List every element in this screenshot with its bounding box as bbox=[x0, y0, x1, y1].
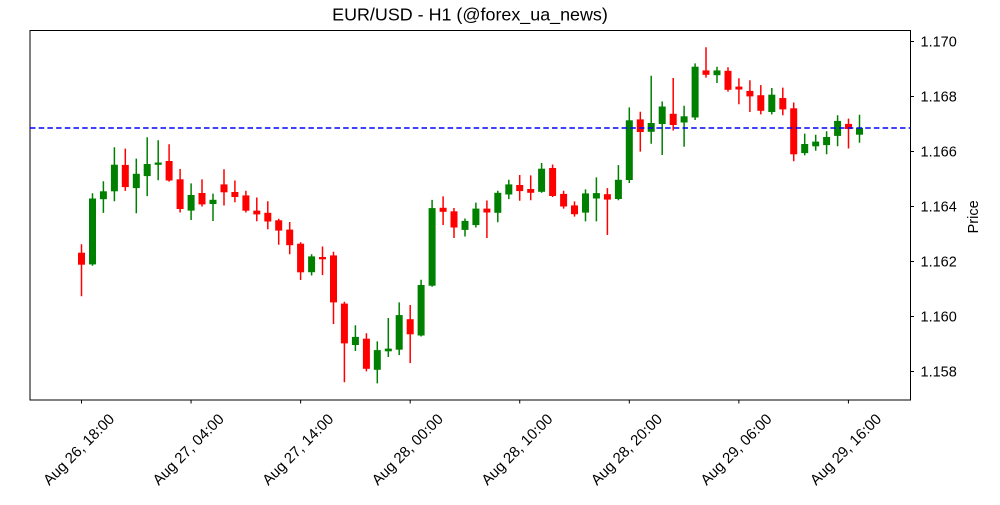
svg-text:EUR/USD - H1 (@forex_ua_news): EUR/USD - H1 (@forex_ua_news) bbox=[332, 4, 608, 25]
svg-text:Price: Price bbox=[966, 200, 982, 233]
svg-text:1.170: 1.170 bbox=[921, 35, 957, 51]
svg-text:1.162: 1.162 bbox=[921, 255, 957, 271]
svg-text:1.166: 1.166 bbox=[921, 145, 957, 161]
svg-text:1.160: 1.160 bbox=[921, 310, 957, 326]
svg-text:1.168: 1.168 bbox=[921, 90, 957, 106]
svg-text:1.158: 1.158 bbox=[921, 365, 957, 381]
svg-text:1.164: 1.164 bbox=[921, 200, 957, 216]
